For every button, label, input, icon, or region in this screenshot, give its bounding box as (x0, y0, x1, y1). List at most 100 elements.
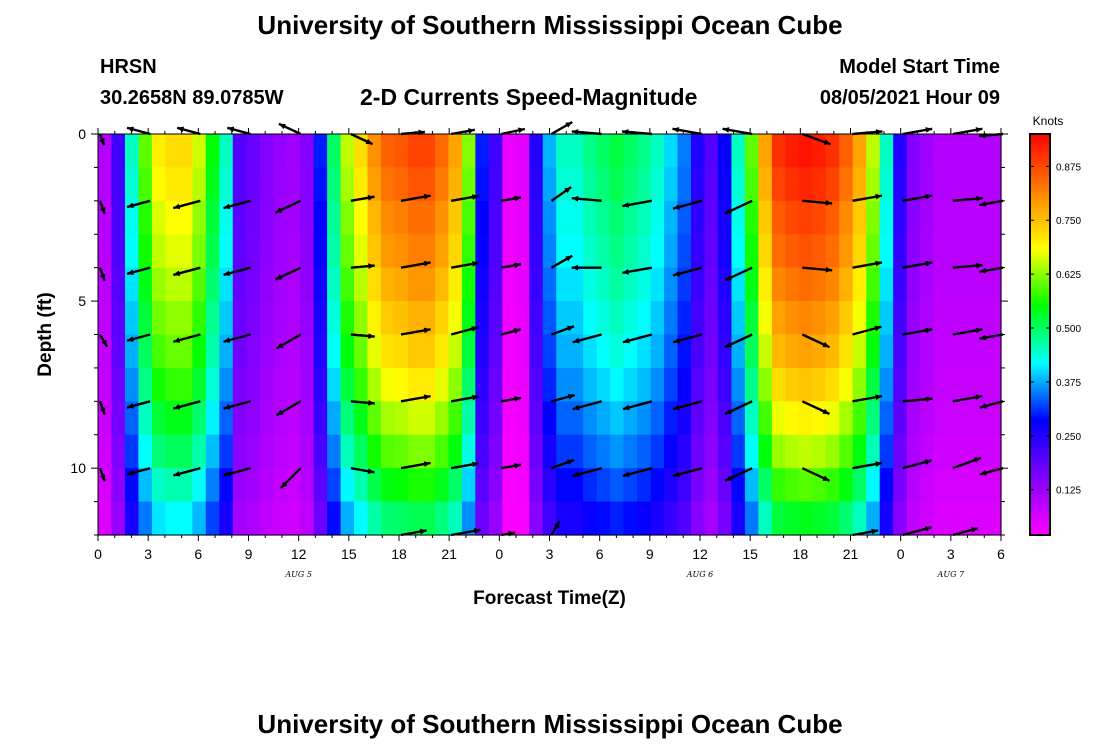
x-tick-label: 15 (742, 546, 758, 562)
heatmap-cell (124, 167, 140, 202)
heatmap-cell (920, 401, 935, 436)
heatmap-cell (691, 468, 706, 503)
heatmap-cell (165, 401, 180, 436)
heatmap-cell (825, 401, 840, 436)
heatmap-cell (475, 434, 490, 469)
heatmap-cell (596, 167, 611, 202)
heatmap-cell (192, 401, 207, 436)
chart-subtitle: 2-D Currents Speed-Magnitude (360, 84, 698, 110)
heatmap-cell (691, 501, 706, 536)
heatmap-cell (421, 468, 436, 503)
heatmap-cell (219, 200, 234, 235)
heatmap-cell (623, 267, 638, 302)
heatmap-cell (219, 501, 234, 536)
heatmap-cell (556, 334, 571, 369)
x-tick-label: 9 (646, 546, 654, 562)
heatmap-cell (758, 401, 773, 436)
heatmap-cell (542, 401, 557, 436)
date-label: AUG 6 (686, 570, 714, 579)
current-vector (979, 199, 1004, 207)
heatmap-cell (542, 434, 557, 469)
heatmap-cell (448, 434, 463, 469)
heatmap-cell (610, 301, 625, 336)
heatmap-cell (839, 367, 854, 402)
current-vector (852, 260, 883, 269)
heatmap-cell (165, 301, 180, 336)
heatmap-cell (771, 434, 786, 469)
heatmap-cell (340, 234, 355, 269)
heatmap-cell (124, 468, 140, 503)
current-vector (801, 400, 831, 416)
x-tick-label: 0 (897, 546, 905, 562)
heatmap-cell (704, 434, 719, 469)
heatmap-cell (192, 501, 207, 536)
heatmap-cell (111, 468, 126, 503)
heatmap-cell (785, 501, 800, 536)
colorbar-tick-label: 0.750 (1056, 216, 1081, 227)
heatmap-cell (300, 134, 315, 169)
current-vector (551, 325, 575, 336)
heatmap-cell (893, 434, 908, 469)
current-vector (979, 467, 1004, 476)
heatmap-cell (165, 334, 180, 369)
heatmap-cell (205, 167, 220, 202)
heatmap-cell (259, 134, 274, 169)
heatmap-cell (313, 267, 328, 302)
heatmap-cell (960, 468, 975, 503)
heatmap-cell (798, 334, 813, 369)
heatmap-cell (825, 367, 840, 402)
current-vector (952, 327, 983, 336)
current-vector (550, 520, 561, 536)
heatmap-cell (219, 234, 234, 269)
heatmap-cell (906, 267, 921, 302)
heatmap-cell (138, 501, 153, 536)
current-vector (572, 400, 602, 411)
current-vector (952, 394, 983, 403)
heatmap-cell (205, 267, 220, 302)
heatmap-cell (111, 167, 126, 202)
model-start-time: 08/05/2021 Hour 09 (819, 87, 1000, 109)
current-vector (98, 467, 106, 482)
current-vector (571, 195, 602, 203)
heatmap-cell (933, 134, 948, 169)
heatmap-cell (232, 134, 247, 169)
heatmap-cell (313, 501, 328, 536)
heatmap-cell (906, 501, 921, 536)
heatmap-cell (124, 200, 140, 235)
heatmap-cell (637, 167, 652, 202)
heatmap-cell (151, 200, 166, 235)
heatmap-cell (933, 434, 948, 469)
heatmap-cell (960, 401, 975, 436)
heatmap-cell (852, 200, 867, 235)
heatmap-cell (502, 334, 517, 369)
heatmap-cell (286, 468, 301, 503)
heatmap-cell (448, 234, 463, 269)
heatmap-cell (852, 501, 867, 536)
heatmap-cell (987, 367, 1002, 402)
heatmap-cell (246, 301, 261, 336)
current-vectors (98, 120, 1004, 537)
heatmap-cell (879, 334, 894, 369)
heatmap-cell (623, 367, 638, 402)
current-vector (275, 400, 302, 417)
heatmap-cell (407, 501, 423, 536)
heatmap-cell (933, 200, 948, 235)
heatmap-cell (569, 301, 584, 336)
current-vector (550, 254, 573, 269)
heatmap-cell (286, 167, 301, 202)
heatmap-cell (879, 301, 894, 336)
heatmap-cell (852, 367, 867, 402)
heatmap-cell (906, 468, 921, 503)
heatmap-cell (515, 200, 530, 235)
heatmap-cell (259, 401, 274, 436)
heatmap-cell (111, 501, 126, 536)
heatmap-cell (744, 367, 760, 402)
heatmap-cell (475, 468, 490, 503)
station-name: HRSN (100, 56, 157, 78)
heatmap-cell (974, 200, 989, 235)
heatmap-cell (138, 367, 153, 402)
heatmap-cell (610, 434, 625, 469)
heatmap-cell (138, 167, 153, 202)
heatmap-cell (650, 301, 665, 336)
current-vector (350, 333, 375, 339)
